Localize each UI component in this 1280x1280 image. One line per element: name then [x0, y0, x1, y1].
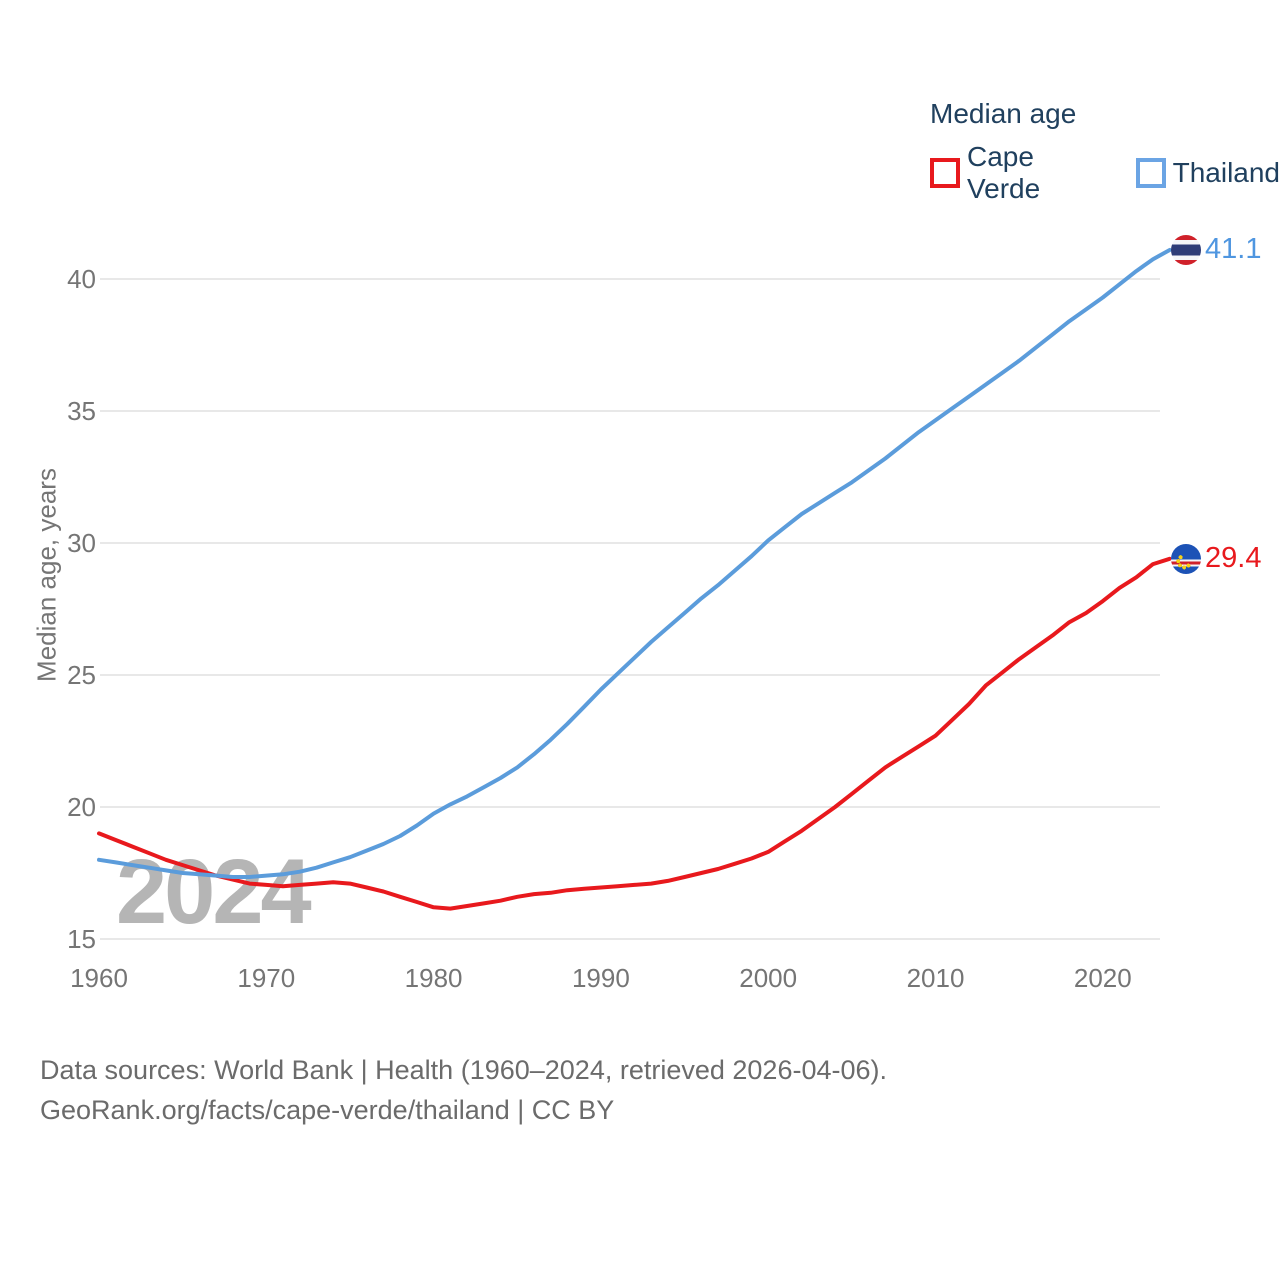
caption-line-2: GeoRank.org/facts/cape-verde/thailand | …	[40, 1095, 615, 1125]
y-tick-label-40: 40	[67, 264, 96, 294]
year-watermark: 2024	[116, 841, 312, 943]
x-tick-label-2000: 2000	[739, 963, 798, 993]
series-line-thailand[interactable]	[97, 248, 1172, 879]
x-tick-label-1990: 1990	[571, 963, 630, 993]
y-tick-label-20: 20	[67, 792, 96, 822]
x-tick-label-2010: 2010	[906, 963, 965, 993]
thailand-swatch-icon	[1135, 158, 1166, 188]
x-tick-label-1960: 1960	[70, 963, 128, 993]
x-tick-label-2020: 2020	[1073, 963, 1132, 993]
cape-verde-flag-icon	[1171, 543, 1201, 574]
y-tick-label-15: 15	[67, 924, 96, 954]
y-tick-label-25: 25	[67, 660, 96, 690]
x-tick-label-1980: 1980	[404, 963, 463, 993]
series-line-cape-verde[interactable]	[97, 556, 1172, 911]
y-tick-label-30: 30	[67, 528, 96, 558]
legend-item-thailand[interactable]: Thailand	[1135, 157, 1280, 189]
y-tick-label-35: 35	[67, 396, 96, 426]
legend-title: Median age	[930, 98, 1077, 129]
legend-label-thailand: Thailand	[1172, 157, 1280, 188]
thailand-flag-icon	[1171, 234, 1201, 265]
x-tick-label-1970: 1970	[237, 963, 296, 993]
cape-verde-swatch-icon	[930, 158, 960, 188]
data-source-caption: Data sources: World Bank | Health (1960–…	[40, 1050, 887, 1130]
caption-line-1: Data sources: World Bank | Health (1960–…	[40, 1055, 887, 1085]
chart-legend: Median age Cape Verde Thailand	[930, 98, 1280, 205]
legend-item-cape-verde[interactable]: Cape Verde	[930, 141, 1092, 205]
cape-verde-end-value: 29.4	[1205, 541, 1262, 574]
legend-label-cape-verde: Cape Verde	[967, 141, 1041, 204]
thailand-end-value: 41.1	[1205, 232, 1262, 265]
legend-row: Cape Verde Thailand	[930, 141, 1280, 205]
